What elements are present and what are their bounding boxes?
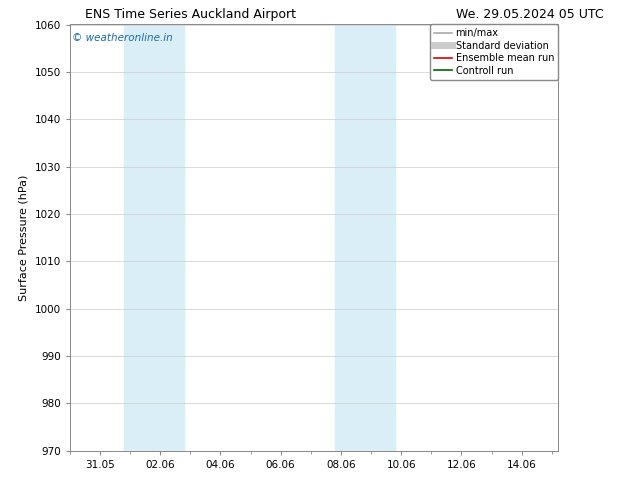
Text: We. 29.05.2024 05 UTC: We. 29.05.2024 05 UTC [456,8,604,21]
Y-axis label: Surface Pressure (hPa): Surface Pressure (hPa) [19,174,29,301]
Text: © weatheronline.in: © weatheronline.in [72,33,173,43]
Text: ENS Time Series Auckland Airport: ENS Time Series Auckland Airport [85,8,295,21]
Bar [335,24,395,451]
Legend: min/max, Standard deviation, Ensemble mean run, Controll run: min/max, Standard deviation, Ensemble me… [430,24,558,79]
Bar [124,24,184,451]
